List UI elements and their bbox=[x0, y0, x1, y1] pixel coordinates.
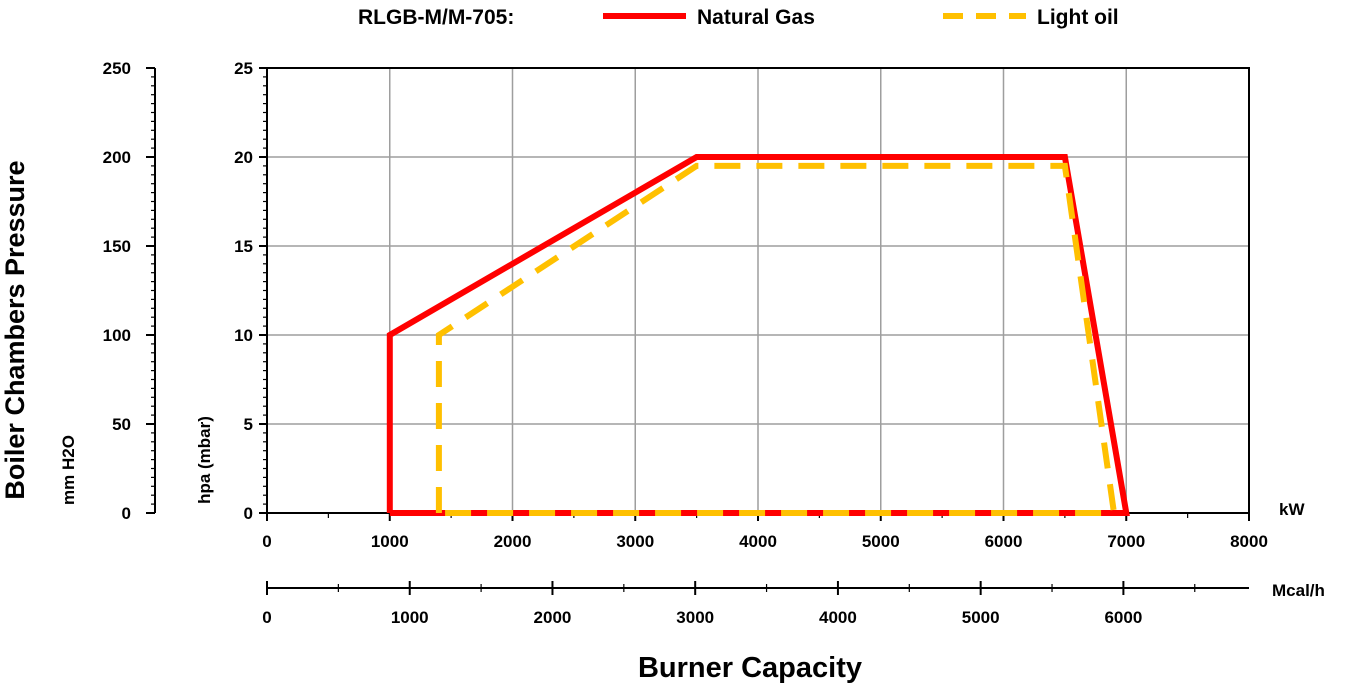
y-axis-title: Boiler Chambers Pressure bbox=[0, 160, 30, 499]
series-lines bbox=[386, 154, 1130, 516]
y-tick-label-mmh2o: 50 bbox=[112, 415, 131, 434]
chart-title: RLGB-M/M-705: bbox=[358, 6, 514, 29]
x-tick-label-mcal: 1000 bbox=[391, 608, 429, 627]
x-tick-label-kw: 5000 bbox=[862, 532, 900, 551]
y-tick-label-hpa: 25 bbox=[234, 59, 253, 78]
x-tick-label-mcal: 3000 bbox=[676, 608, 714, 627]
y-tick-label-mmh2o: 150 bbox=[103, 237, 131, 256]
x-tick-label-kw: 4000 bbox=[739, 532, 777, 551]
x-tick-label-kw: 3000 bbox=[616, 532, 654, 551]
x-tick-label-kw: 0 bbox=[262, 532, 271, 551]
x-tick-label-kw: 8000 bbox=[1230, 532, 1268, 551]
x-tick-label-mcal: 6000 bbox=[1104, 608, 1142, 627]
y-tick-label-hpa: 10 bbox=[234, 326, 253, 345]
x-tick-label-kw: 6000 bbox=[985, 532, 1023, 551]
y-tick-label-mmh2o: 0 bbox=[122, 504, 131, 523]
x-tick-label-mcal: 4000 bbox=[819, 608, 857, 627]
series-line-light-oil bbox=[435, 162, 1118, 516]
x-tick-label-mcal: 2000 bbox=[534, 608, 572, 627]
x-tick-label-kw: 7000 bbox=[1107, 532, 1145, 551]
x-axis-title: Burner Capacity bbox=[638, 652, 862, 684]
y-tick-label-hpa: 5 bbox=[244, 415, 253, 434]
x-tick-label-kw: 1000 bbox=[371, 532, 409, 551]
y-tick-label-mmh2o: 200 bbox=[103, 148, 131, 167]
legend-light-oil-label: Light oil bbox=[1037, 6, 1119, 29]
y-tick-label-hpa: 15 bbox=[234, 237, 253, 256]
y-axis-unit-mmh2o: mm H2O bbox=[59, 435, 78, 505]
legend-natural-gas-label: Natural Gas bbox=[697, 6, 815, 29]
x-tick-label-kw: 2000 bbox=[494, 532, 532, 551]
y-tick-label-mmh2o: 250 bbox=[103, 59, 131, 78]
x-axis-unit-mcal: Mcal/h bbox=[1272, 581, 1325, 600]
tick-labels: 0 1000 2000 3000 4000 5000 6000 7000 80000055010… bbox=[103, 59, 1268, 627]
x-axis-unit-kw: kW bbox=[1279, 500, 1305, 519]
y-tick-label-hpa: 20 bbox=[234, 148, 253, 167]
y-tick-label-mmh2o: 100 bbox=[103, 326, 131, 345]
y-axis-unit-hpa: hpa (mbar) bbox=[195, 416, 214, 504]
x-tick-label-mcal: 5000 bbox=[962, 608, 1000, 627]
x-tick-label-mcal: 0 bbox=[262, 608, 271, 627]
y-tick-label-hpa: 0 bbox=[244, 504, 253, 523]
